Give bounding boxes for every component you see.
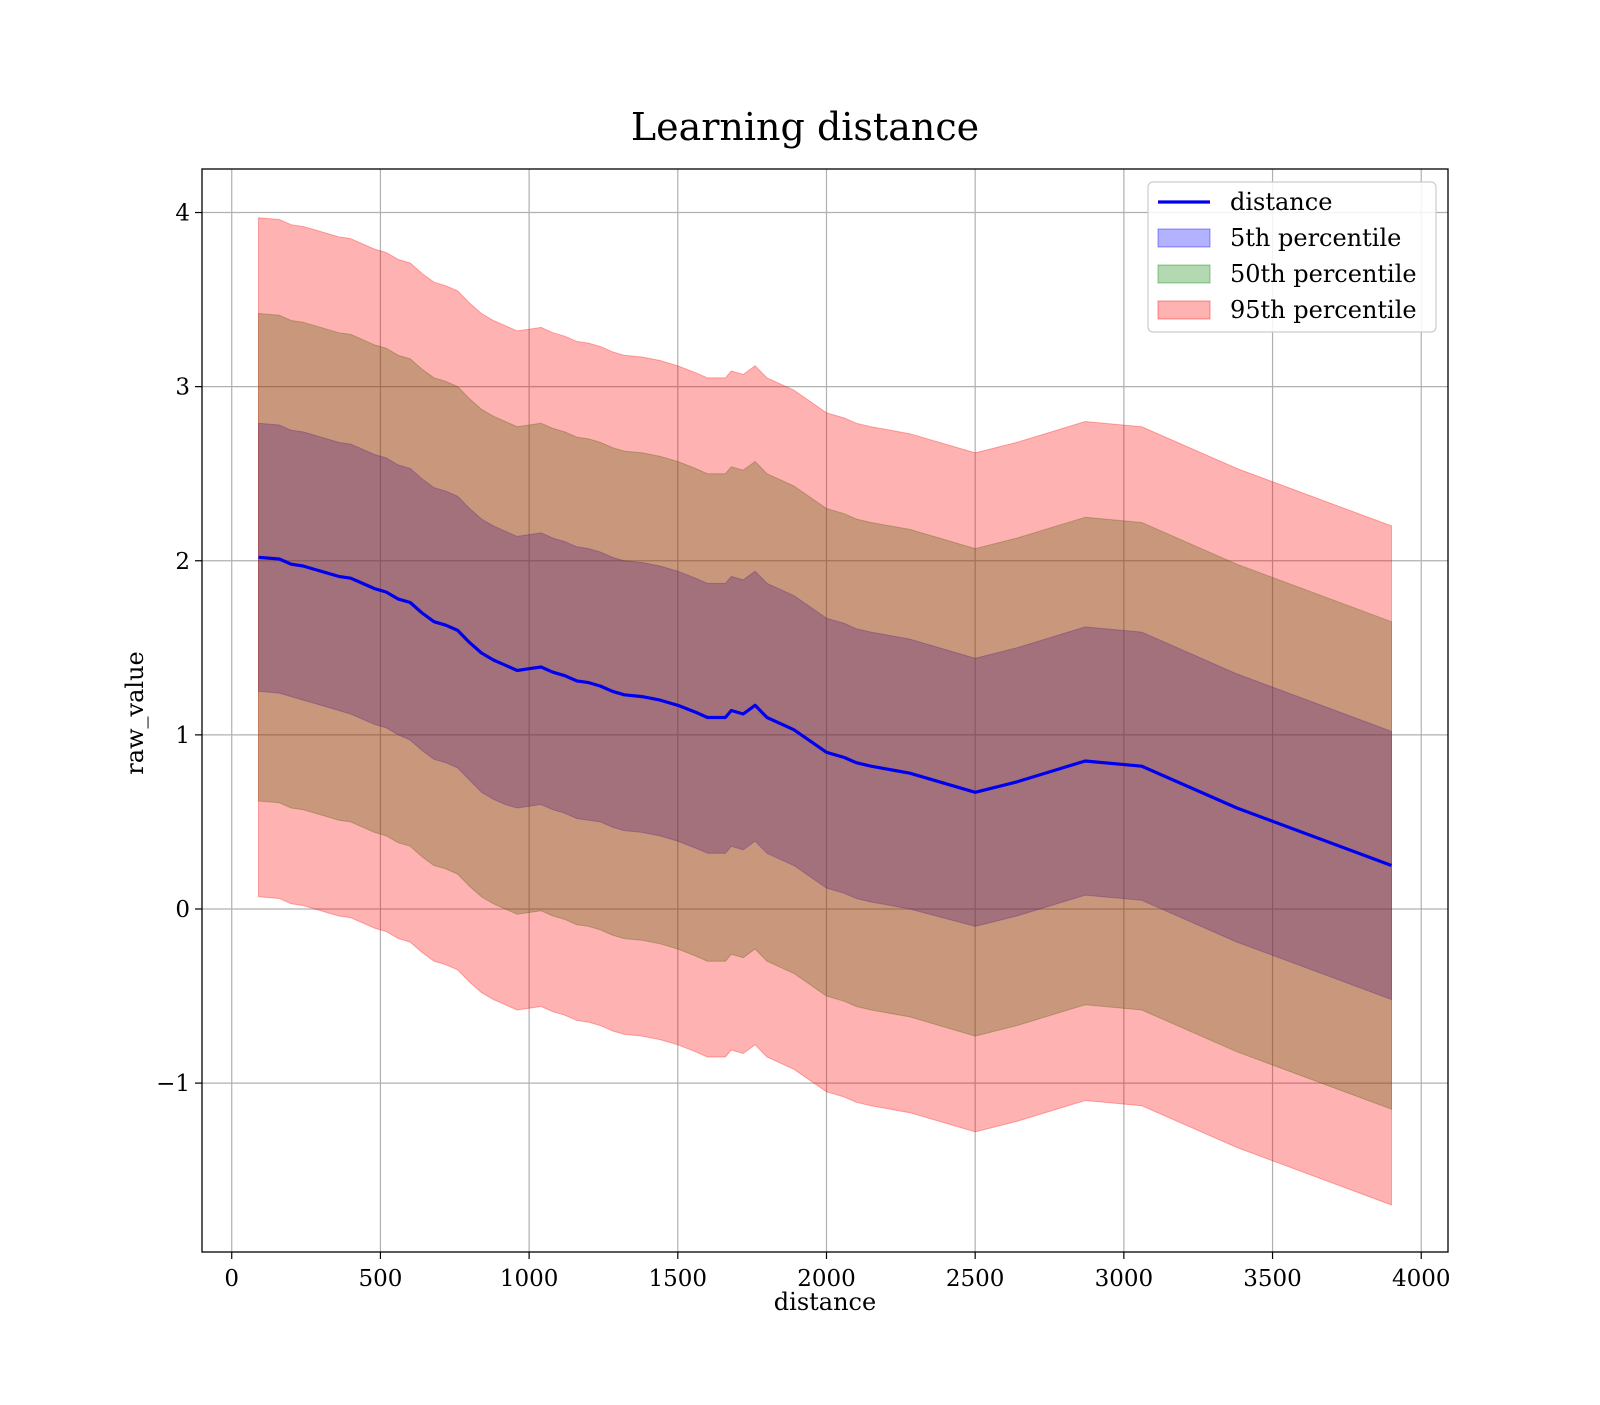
legend-swatch-band <box>1157 264 1211 284</box>
x-tick-label: 2500 <box>946 1266 1005 1292</box>
line-distance <box>258 555 1393 867</box>
y-tick-label: 2 <box>175 549 190 575</box>
axes: 0 500 1000 1500 2000 2500 3000 3500 4000 −1 0 1 2 3 4 <box>156 168 1451 1292</box>
band-50th-percentile <box>258 312 1392 1110</box>
plot-frame <box>201 168 1449 1253</box>
legend: distance 5th percentile 50th percentile 95t… <box>1147 181 1437 333</box>
legend-label: 5th percentile <box>1230 224 1401 252</box>
legend-label: 50th percentile <box>1230 260 1417 288</box>
y-tick-label: 1 <box>175 723 190 749</box>
x-tick-label: 3000 <box>1095 1266 1154 1292</box>
legend-label: distance <box>1230 188 1332 216</box>
band-5th-percentile <box>258 422 1392 1001</box>
series-layer <box>258 217 1393 1206</box>
x-tick-label: 500 <box>358 1266 402 1292</box>
x-tick-label: 3500 <box>1243 1266 1302 1292</box>
legend-label: 95th percentile <box>1230 296 1417 324</box>
legend-swatch-band <box>1157 300 1211 320</box>
grid <box>202 169 1448 1252</box>
band-95th-percentile <box>258 217 1392 1206</box>
y-tick-label: 3 <box>175 375 190 401</box>
y-tick-label: 0 <box>175 897 190 923</box>
x-tick-label: 2000 <box>797 1266 856 1292</box>
legend-box <box>1147 181 1437 333</box>
y-tick-label: 4 <box>175 201 190 227</box>
x-tick-label: 1000 <box>500 1266 559 1292</box>
chart-title: Learning distance <box>631 105 979 149</box>
y-tick-label: −1 <box>156 1071 190 1097</box>
x-tick-label: 0 <box>224 1266 239 1292</box>
x-axis-label: distance <box>774 1288 876 1316</box>
x-tick-label: 1500 <box>649 1266 708 1292</box>
y-axis-label: raw_value <box>121 651 149 775</box>
x-tick-label: 4000 <box>1392 1266 1451 1292</box>
legend-swatch-band <box>1157 228 1211 248</box>
